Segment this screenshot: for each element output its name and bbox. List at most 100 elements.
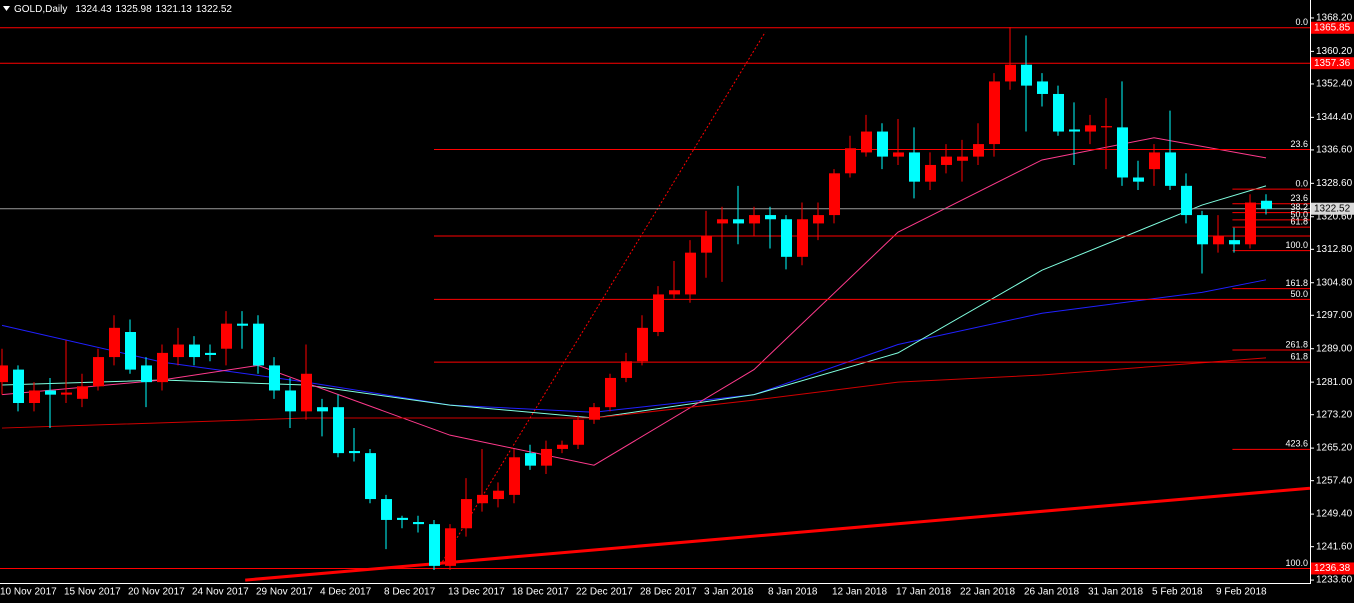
candle-body <box>1133 177 1144 182</box>
candle-body <box>221 323 232 349</box>
x-tick-label: 24 Nov 2017 <box>192 587 249 598</box>
candle-body <box>509 457 520 495</box>
price-tag-label: 1357.36 <box>1314 58 1351 69</box>
candle-body <box>1005 64 1016 82</box>
level-label: 0.0 <box>1295 17 1308 27</box>
level-label: 261.8 <box>1285 339 1308 349</box>
candle-body <box>365 453 376 500</box>
y-tick-label: 1297.00 <box>1316 310 1353 321</box>
level-label: 23.6 <box>1290 193 1308 203</box>
x-tick-label: 29 Nov 2017 <box>256 587 313 598</box>
candle-body <box>413 522 424 525</box>
candle-body <box>397 517 408 520</box>
y-tick-label: 1281.00 <box>1316 377 1353 388</box>
x-tick-label: 22 Dec 2017 <box>576 587 633 598</box>
candle-body <box>573 419 584 445</box>
candle-body <box>1229 240 1240 245</box>
x-tick-label: 10 Nov 2017 <box>0 587 57 598</box>
x-tick-label: 5 Feb 2018 <box>1152 587 1203 598</box>
candle-body <box>781 219 792 257</box>
candle-body <box>557 444 568 449</box>
chart-header: GOLD,Daily 1324.43 1325.98 1321.13 1322.52 <box>14 4 232 15</box>
level-label: 0.0 <box>1295 179 1308 189</box>
candle-body <box>1069 129 1080 132</box>
candle-body <box>653 294 664 333</box>
candle-body <box>1213 235 1224 245</box>
candle-body <box>461 499 472 529</box>
moving-average <box>1 185 1267 419</box>
y-tick-label: 1312.80 <box>1316 244 1353 255</box>
candle-body <box>13 369 24 404</box>
y-tick-label: 1320.60 <box>1316 211 1353 222</box>
x-tick-label: 12 Jan 2018 <box>832 587 887 598</box>
candle-body <box>669 290 680 295</box>
candle-body <box>477 494 488 504</box>
moving-average <box>1 279 1267 413</box>
candle-body <box>173 344 184 358</box>
candle-body <box>141 365 152 383</box>
low-price: 1321.13 <box>156 4 193 15</box>
level-label: 100.0 <box>1285 240 1308 250</box>
candle-body <box>845 148 856 174</box>
level-label: 38.2 <box>1290 202 1308 212</box>
candle-body <box>941 156 952 165</box>
candle-body <box>45 390 56 395</box>
y-tick-label: 1344.40 <box>1316 112 1353 123</box>
candle-body <box>77 386 88 399</box>
candle-body <box>813 215 824 224</box>
trendline <box>245 486 1310 582</box>
x-tick-label: 8 Jan 2018 <box>768 587 818 598</box>
level-label: 61.8 <box>1290 217 1308 227</box>
y-tick-label: 1368.20 <box>1316 13 1353 24</box>
y-tick-label: 1257.40 <box>1316 475 1353 486</box>
plot-area <box>0 27 1310 582</box>
price-tag-label: 1322.52 <box>1314 203 1351 214</box>
x-tick-label: 22 Jan 2018 <box>960 587 1015 598</box>
candle-body <box>765 215 776 220</box>
candle-body <box>333 407 344 454</box>
candle-body <box>269 365 280 391</box>
level-label: 61.8 <box>1290 351 1308 361</box>
candle-body <box>125 332 136 370</box>
level-label: 23.6 <box>1290 139 1308 149</box>
candle-body <box>301 373 312 412</box>
candle-body <box>493 490 504 500</box>
candle-body <box>877 131 888 157</box>
candle-body <box>1261 200 1272 209</box>
candle-body <box>717 219 728 224</box>
candle-body <box>205 352 216 355</box>
y-tick-label: 1304.80 <box>1316 277 1353 288</box>
y-tick-label: 1289.00 <box>1316 343 1353 354</box>
candle-body <box>733 219 744 224</box>
candle-body <box>1053 93 1064 132</box>
candle-body <box>989 81 1000 145</box>
candle-body <box>1181 185 1192 216</box>
candle-body <box>1021 64 1032 86</box>
x-tick-label: 3 Jan 2018 <box>704 587 754 598</box>
candle-body <box>829 173 840 216</box>
candle-body <box>1101 126 1112 128</box>
candle-body <box>1197 215 1208 245</box>
menu-icon[interactable] <box>3 6 10 11</box>
high-price: 1325.98 <box>116 4 153 15</box>
candle-body <box>685 252 696 295</box>
candle-body <box>445 528 456 566</box>
level-label: 50.0 <box>1290 289 1308 299</box>
y-tick-label: 1336.60 <box>1316 145 1353 156</box>
x-tick-label: 26 Jan 2018 <box>1024 587 1079 598</box>
x-tick-label: 15 Nov 2017 <box>64 587 121 598</box>
candle-body <box>589 407 600 420</box>
y-tick-label: 1352.40 <box>1316 79 1353 90</box>
candle-body <box>909 152 920 182</box>
candle-body <box>93 357 104 387</box>
x-tick-label: 28 Dec 2017 <box>640 587 697 598</box>
candle-body <box>109 327 120 358</box>
candle-body <box>701 235 712 253</box>
candle-body <box>157 352 168 383</box>
moving-average <box>1 137 1267 466</box>
y-tick-label: 1360.20 <box>1316 46 1353 57</box>
candle-body <box>1149 152 1160 170</box>
candle-body <box>381 499 392 520</box>
